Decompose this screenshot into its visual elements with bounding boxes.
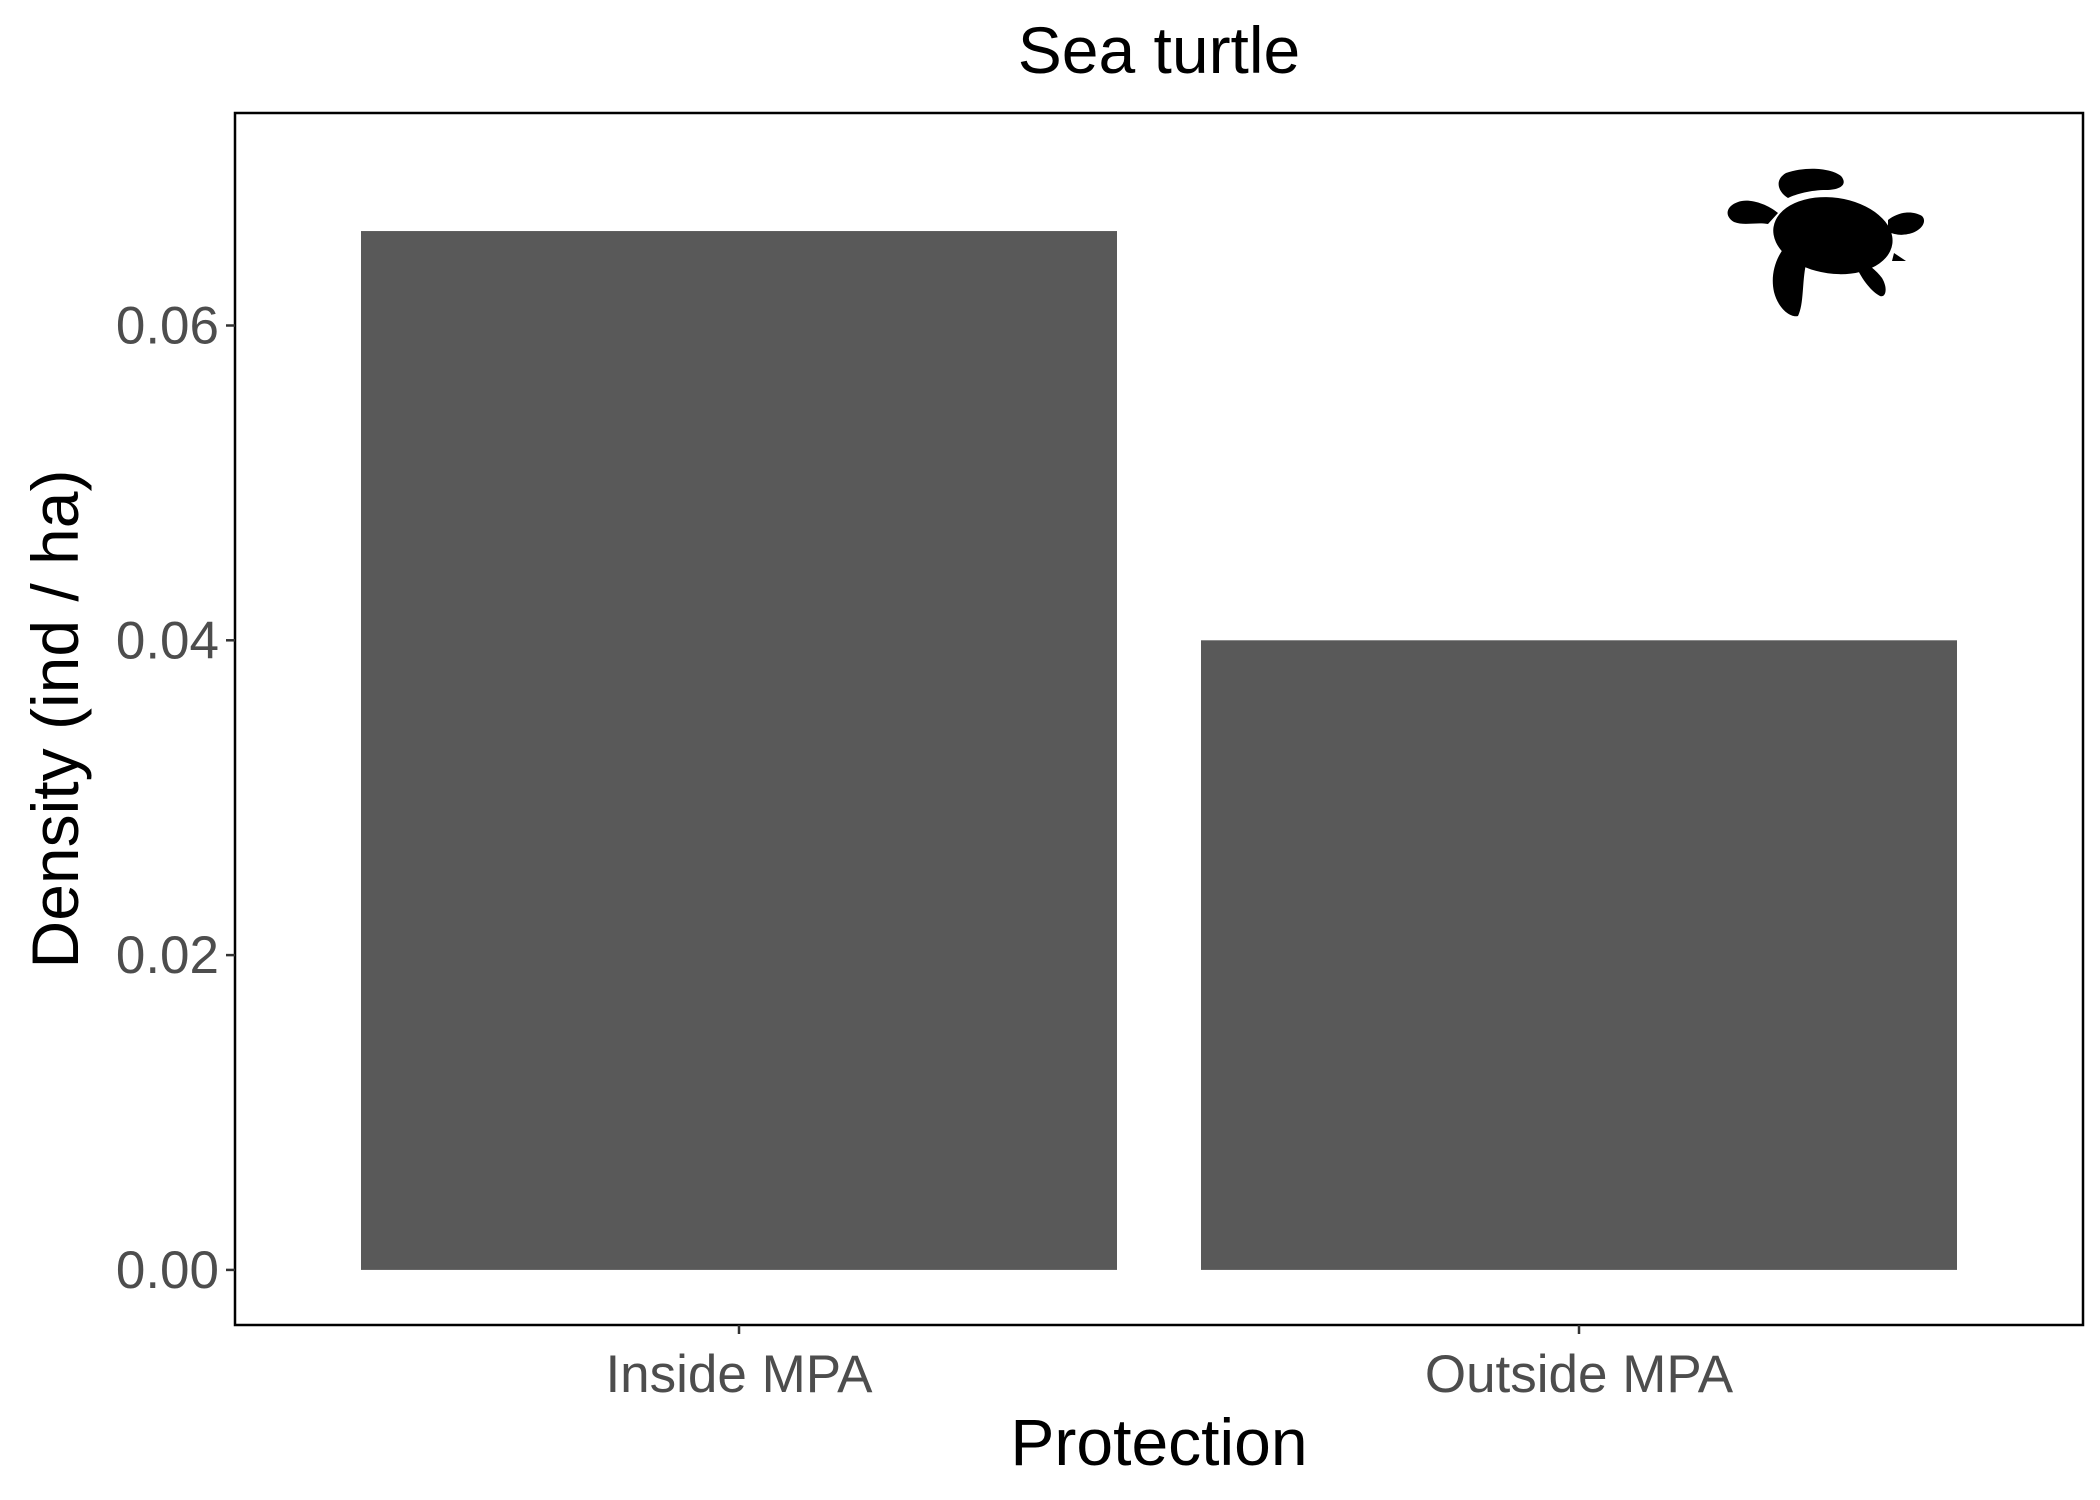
sea-turtle-icon bbox=[1727, 168, 1925, 317]
bar-outside-mpa bbox=[1201, 640, 1957, 1270]
chart-title: Sea turtle bbox=[1018, 13, 1301, 87]
y-axis: 0.00 0.02 0.04 0.06 bbox=[116, 296, 235, 1300]
bars bbox=[361, 231, 1957, 1270]
y-tick-label: 0.06 bbox=[116, 296, 219, 355]
bar-inside-mpa bbox=[361, 231, 1117, 1270]
x-axis: Inside MPA Outside MPA bbox=[605, 1325, 1734, 1404]
x-axis-title: Protection bbox=[1010, 1405, 1307, 1479]
y-tick-label: 0.00 bbox=[116, 1241, 219, 1300]
x-tick-label: Outside MPA bbox=[1425, 1345, 1734, 1404]
y-tick-label: 0.02 bbox=[116, 926, 219, 985]
x-tick-label: Inside MPA bbox=[605, 1345, 873, 1404]
y-axis-title: Density (ind / ha) bbox=[18, 470, 92, 969]
y-tick-label: 0.04 bbox=[116, 611, 219, 670]
